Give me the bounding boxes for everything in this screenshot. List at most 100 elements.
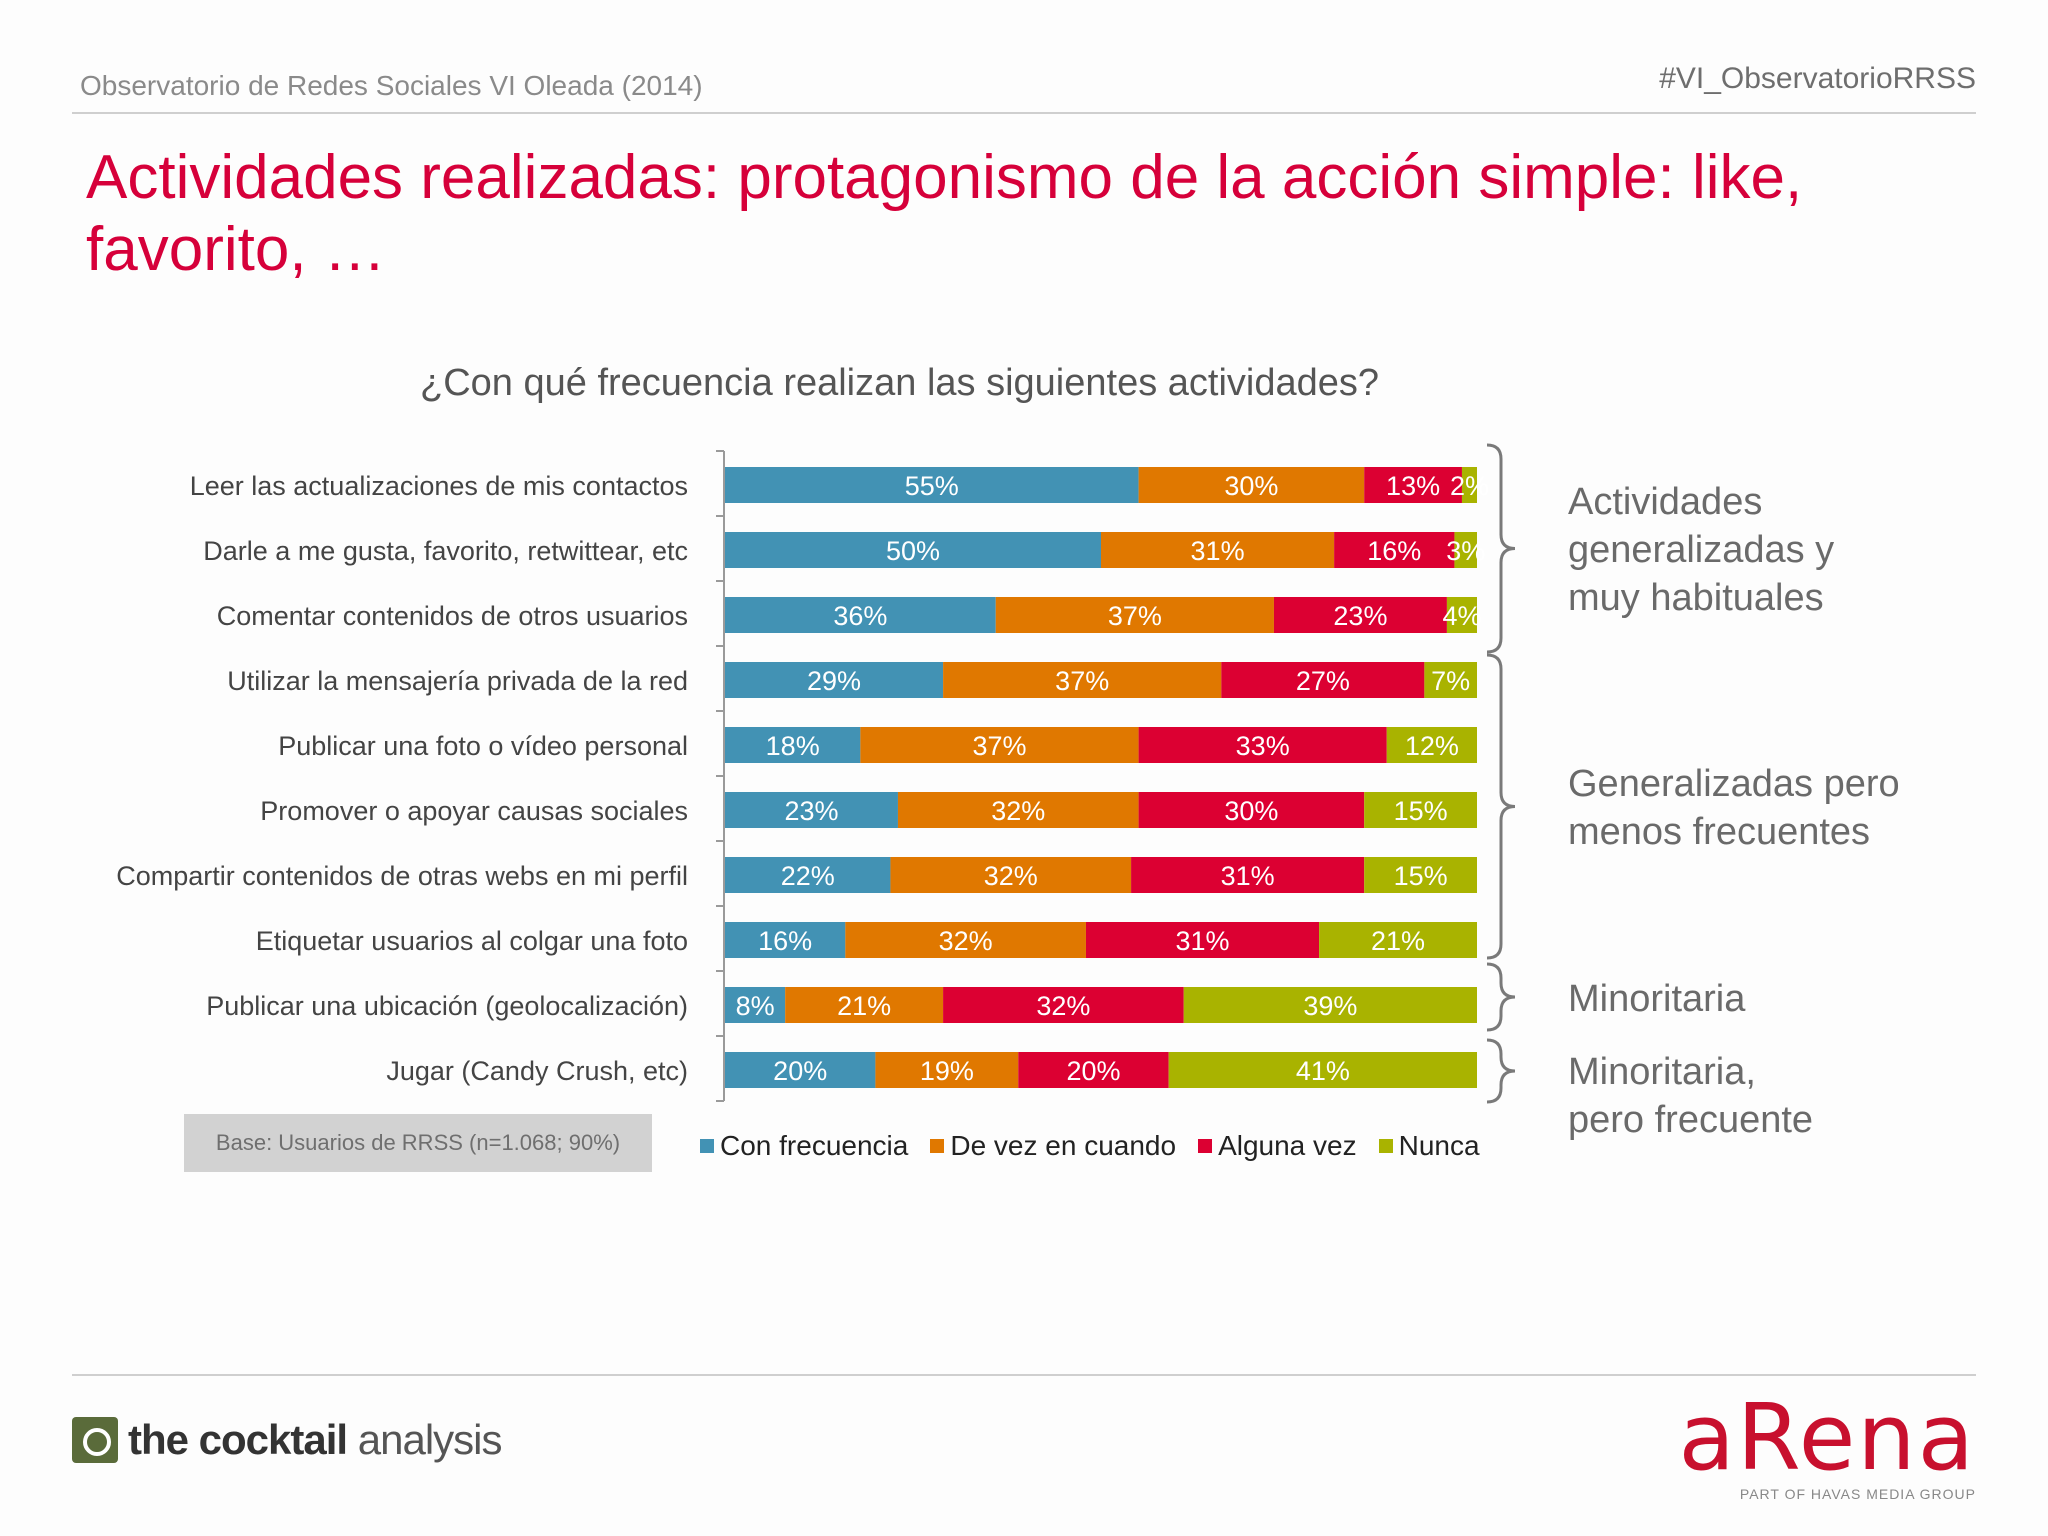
data-label: 37% (972, 731, 1026, 761)
data-label: 50% (886, 536, 940, 566)
legend-swatch-con-frecuencia (700, 1139, 714, 1153)
bar-segment (943, 987, 1184, 1023)
data-label: 23% (784, 796, 838, 826)
group-label-line: Generalizadas pero (1568, 763, 1900, 805)
bar-segment (1364, 792, 1477, 828)
group-brace-menos-frecuentes (1486, 653, 1516, 960)
bar-segment (1364, 467, 1462, 503)
data-label: 16% (758, 926, 812, 956)
legend-item-nunca: Nunca (1378, 1130, 1480, 1162)
bar-segment (1183, 987, 1477, 1023)
data-label: 15% (1394, 796, 1448, 826)
bar-segment (1221, 662, 1425, 698)
data-label: 31% (1175, 926, 1229, 956)
cocktail-logo-bold: the cocktail (128, 1416, 348, 1463)
bar-segment (1138, 727, 1387, 763)
group-label-generalizadas-menos-frecuentes: Generalizadas pero menos frecuentes (1568, 760, 1900, 856)
category-label: Etiquetar usuarios al colgar una foto (256, 926, 688, 956)
group-brace-minoritaria (1486, 962, 1516, 1032)
bar-segment (725, 987, 786, 1023)
group-label-minoritaria-frecuente: Minoritaria, pero frecuente (1568, 1048, 1813, 1144)
group-label-line: pero frecuente (1568, 1099, 1814, 1141)
data-label: 27% (1296, 666, 1350, 696)
data-label: 30% (1224, 796, 1278, 826)
data-label: 8% (736, 991, 775, 1021)
legend-item-con-frecuencia: Con frecuencia (700, 1130, 908, 1162)
top-divider (72, 112, 1976, 114)
data-label: 55% (905, 471, 959, 501)
bar-segment (1364, 857, 1477, 893)
category-label: Leer las actualizaciones de mis contacto… (190, 471, 688, 501)
group-label-line: Minoritaria (1568, 978, 1746, 1020)
cocktail-logo-icon (72, 1417, 118, 1463)
bar-segment (1168, 1052, 1477, 1088)
bar-segment (1319, 922, 1477, 958)
group-label-line: generalizadas y (1568, 529, 1835, 571)
bar-segment (860, 727, 1139, 763)
bar-segment (725, 662, 944, 698)
chart-question: ¿Con qué frecuencia realizan las siguien… (420, 362, 1379, 404)
header-hashtag: #VI_ObservatorioRRSS (1659, 62, 1976, 95)
legend-label-de-vez-en-cuando: De vez en cuando (950, 1130, 1177, 1161)
category-label: Publicar una ubicación (geolocalización) (206, 991, 688, 1021)
data-label: 33% (1236, 731, 1290, 761)
group-label-line: menos frecuentes (1568, 811, 1871, 853)
category-label: Utilizar la mensajería privada de la red (227, 666, 688, 696)
data-label: 29% (807, 666, 861, 696)
group-brace-habituales (1486, 443, 1516, 654)
data-label: 18% (766, 731, 820, 761)
data-label: 30% (1224, 471, 1278, 501)
bar-segment (1085, 922, 1320, 958)
bar-segment (725, 922, 846, 958)
data-label: 23% (1333, 601, 1387, 631)
bar-segment (725, 857, 891, 893)
group-brace-minoritaria-frecuente (1486, 1038, 1516, 1104)
data-label: 15% (1394, 861, 1448, 891)
category-label: Publicar una foto o vídeo personal (278, 731, 688, 761)
bar-segment (785, 987, 944, 1023)
group-label-line: Minoritaria, (1568, 1051, 1756, 1093)
data-label: 37% (1055, 666, 1109, 696)
group-label-generalizadas-habituales: Actividades generalizadas y muy habitual… (1568, 478, 1834, 622)
data-label: 37% (1108, 601, 1162, 631)
legend-swatch-de-vez-en-cuando (930, 1139, 945, 1153)
bar-segment (1334, 532, 1455, 568)
data-label: 20% (773, 1056, 827, 1086)
group-label-line: Actividades (1568, 481, 1763, 523)
chart-legend: Con frecuencia De vez en cuando Alguna v… (700, 1130, 1480, 1162)
category-label: Compartir contenidos de otras webs en mi… (116, 861, 688, 891)
bar-segment (845, 922, 1086, 958)
data-label: 21% (1371, 926, 1425, 956)
legend-item-alguna-vez: Alguna vez (1198, 1130, 1357, 1162)
cocktail-logo-light: analysis (357, 1416, 503, 1463)
arena-logo-sub: PART OF HAVAS MEDIA GROUP (1739, 1486, 1976, 1502)
bar-segment (1138, 792, 1365, 828)
bar-segment (995, 597, 1274, 633)
bar-segment (1018, 1052, 1169, 1088)
category-label: Jugar (Candy Crush, etc) (386, 1056, 688, 1086)
data-label: 32% (984, 861, 1038, 891)
bar-segment (897, 792, 1139, 828)
bar-segment (890, 857, 1132, 893)
bar-segment (725, 727, 861, 763)
arena-logo: aRena PART OF HAVAS MEDIA GROUP (1679, 1390, 1976, 1503)
group-label-line: muy habituales (1568, 577, 1824, 619)
data-label: 7% (1431, 666, 1470, 696)
bar-segment (1454, 532, 1477, 568)
data-label: 20% (1066, 1056, 1120, 1086)
data-label: 39% (1303, 991, 1357, 1021)
bar-segment (725, 792, 898, 828)
cocktail-analysis-logo: the cocktail analysis (72, 1416, 503, 1464)
data-label: 16% (1367, 536, 1421, 566)
bar-segment (1424, 662, 1477, 698)
bar-segment (1273, 597, 1447, 633)
bar-segment (725, 532, 1101, 568)
data-label: 36% (833, 601, 887, 631)
bottom-divider (72, 1374, 1976, 1376)
legend-label-con-frecuencia: Con frecuencia (720, 1130, 909, 1161)
cocktail-logo-text: the cocktail analysis (128, 1416, 503, 1464)
legend-item-de-vez-en-cuando: De vez en cuando (930, 1130, 1176, 1162)
data-label: 21% (837, 991, 891, 1021)
bar-segment (1131, 857, 1365, 893)
